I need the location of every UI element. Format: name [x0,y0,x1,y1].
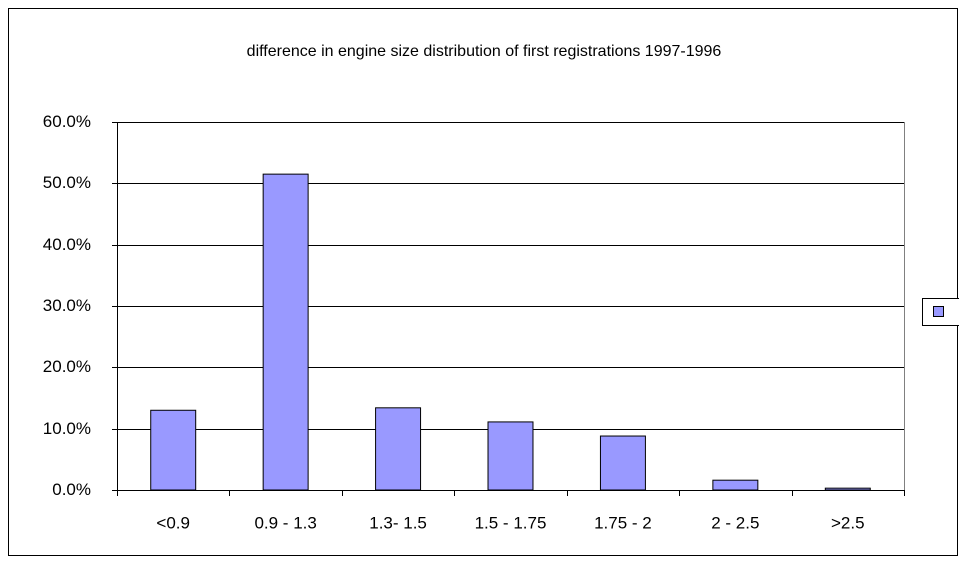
x-tick-label: 1.75 - 2 [594,513,652,532]
y-tick-label: 60.0% [43,112,91,131]
x-tick-label: >2.5 [831,513,865,532]
bar [375,407,422,491]
y-tick-label: 20.0% [43,357,91,376]
x-tick-label: 2 - 2.5 [711,513,759,532]
bar [712,479,759,491]
bar [487,421,534,491]
bar [262,173,309,491]
chart-title: difference in engine size distribution o… [247,43,722,60]
y-tick-label: 0.0% [52,480,91,499]
legend-swatch [933,306,944,317]
bar [150,409,197,491]
x-tick-label: <0.9 [156,513,190,532]
x-tick-label: 1.3- 1.5 [369,513,427,532]
x-tick-label: 0.9 - 1.3 [254,513,316,532]
y-tick-label: 40.0% [43,235,91,254]
bar [824,487,871,491]
x-tick-label: 1.5 - 1.75 [475,513,547,532]
y-tick-label: 50.0% [43,173,91,192]
bar [599,435,646,491]
y-tick-label: 30.0% [43,296,91,315]
y-tick-label: 10.0% [43,419,91,438]
